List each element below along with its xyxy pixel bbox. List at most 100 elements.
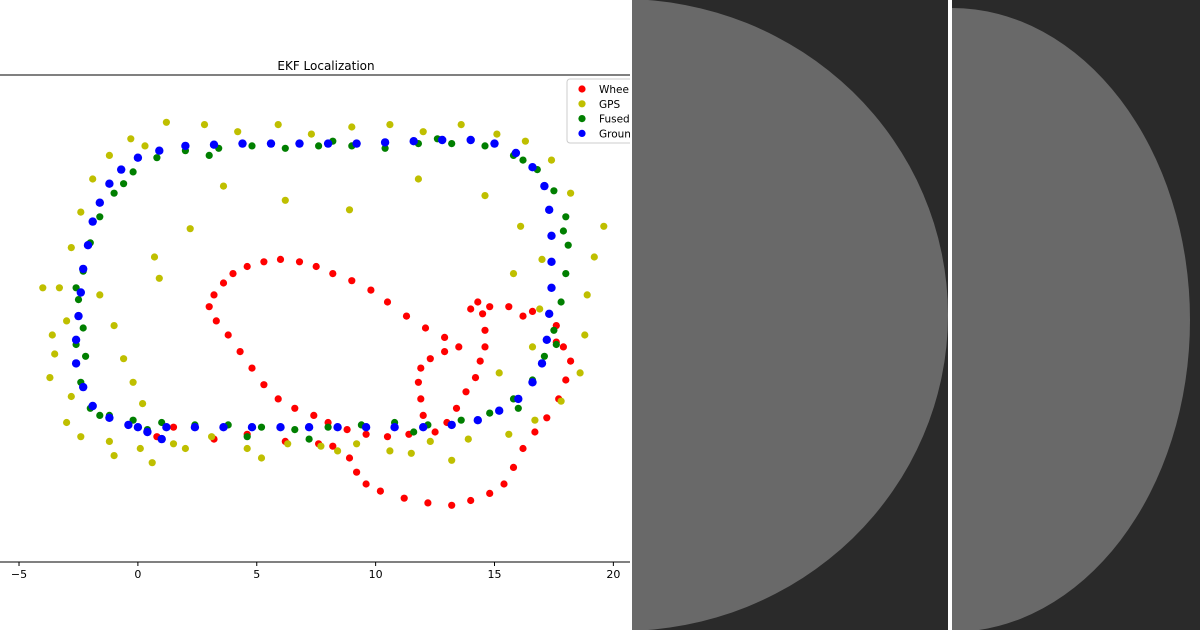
wheel-point [376, 487, 384, 495]
ground-truth-point [490, 139, 499, 148]
fused-point [557, 298, 565, 306]
gps-point [481, 192, 489, 200]
gps-point [63, 317, 71, 325]
legend-label: Ground Truth [599, 128, 630, 140]
ground-truth-point [542, 335, 551, 344]
ground-truth-point [304, 423, 314, 432]
ground-truth-point [447, 420, 456, 430]
gps-point [334, 447, 342, 455]
ground-truth-point [511, 148, 521, 158]
ground-truth-point [162, 423, 171, 432]
gps-point [386, 121, 394, 129]
wheel-point [367, 286, 375, 294]
ground-truth-point [409, 137, 418, 146]
x-tick-label: 10 [369, 568, 383, 581]
series-ground-truth [71, 135, 556, 444]
legend-label: GPS [599, 99, 620, 111]
fused-point [381, 144, 389, 152]
wheel-point [479, 310, 487, 318]
legend-label: Wheel [599, 84, 630, 96]
gps-point [426, 437, 434, 445]
gps-point [557, 397, 565, 405]
gps-point [509, 270, 518, 278]
ground-truth-point [71, 335, 81, 344]
ekf-localization-chart: EKF Localization −5 0 5 10 15 20 Wheel GPS Fuse… [0, 59, 668, 581]
ground-truth-point [71, 359, 81, 368]
wheel-point [531, 428, 539, 436]
ground-truth-point [547, 257, 556, 266]
wheel-point [212, 317, 220, 325]
ground-truth-point [209, 140, 219, 149]
fused-point [552, 340, 560, 349]
gps-point [150, 253, 159, 261]
wheel-point [329, 270, 337, 278]
gps-point [127, 135, 135, 143]
ground-truth-point [124, 420, 133, 430]
ground-truth-point [157, 434, 166, 444]
fused-point [248, 142, 256, 150]
wheel-point [467, 305, 475, 313]
wheel-point [329, 442, 337, 450]
gps-point [284, 440, 292, 448]
fused-point [550, 326, 558, 334]
gps-point [136, 444, 144, 453]
wheel-point [248, 364, 256, 372]
fused-point [243, 433, 251, 441]
ground-truth-point [547, 283, 556, 292]
fused-point [74, 296, 83, 304]
gps-point [39, 284, 47, 292]
legend-label: Fused [599, 114, 630, 126]
x-tick-label: 15 [487, 568, 501, 581]
ground-truth-point [361, 423, 371, 432]
wheel-point [452, 404, 461, 412]
gps-point [243, 444, 251, 453]
gps-point [89, 175, 97, 183]
gps-point [464, 435, 472, 443]
ground-truth-point [473, 416, 482, 425]
chart-title: EKF Localization [277, 59, 374, 73]
fused-point [448, 140, 456, 148]
image-panel-right [952, 0, 1200, 630]
x-axis-ticks: −5 0 5 10 15 20 [11, 562, 620, 581]
wheel-point [448, 501, 456, 509]
gps-point [495, 369, 503, 377]
wheel-point [562, 376, 570, 384]
ground-truth-point [155, 146, 164, 155]
gray-disc-shape [632, 0, 948, 630]
gps-point [521, 137, 530, 145]
wheel-point [260, 381, 268, 389]
x-tick-label: 0 [134, 568, 141, 581]
gps-point [200, 121, 209, 129]
gps-point [407, 449, 415, 457]
gps-point [120, 355, 128, 363]
wheel-point [229, 270, 237, 278]
wheel-point [276, 255, 285, 263]
ground-truth-point [95, 198, 105, 207]
ground-truth-point [547, 231, 556, 240]
wheel-point [476, 357, 484, 365]
fused-point [82, 352, 90, 360]
fused-point [257, 423, 266, 431]
wheel-point [348, 277, 356, 285]
wheel-point [210, 291, 218, 299]
legend-marker [578, 129, 586, 137]
gps-point [46, 374, 54, 382]
gps-point [129, 378, 137, 386]
gps-point [448, 456, 456, 464]
wheel-point [417, 364, 425, 372]
wheel-point [509, 463, 518, 471]
ground-truth-point [537, 359, 547, 368]
fused-point [120, 180, 128, 188]
gps-point [96, 291, 104, 299]
gps-point [307, 130, 315, 138]
fused-point [96, 411, 104, 419]
wheel-point [383, 298, 392, 306]
gps-point [317, 442, 325, 450]
fused-point [540, 352, 549, 360]
fused-point [514, 404, 522, 412]
gray-disc-shape [952, 0, 1200, 630]
ground-truth-point [133, 423, 143, 432]
wheel-point [424, 499, 432, 507]
fused-point [79, 324, 87, 332]
ground-truth-point [105, 413, 114, 422]
